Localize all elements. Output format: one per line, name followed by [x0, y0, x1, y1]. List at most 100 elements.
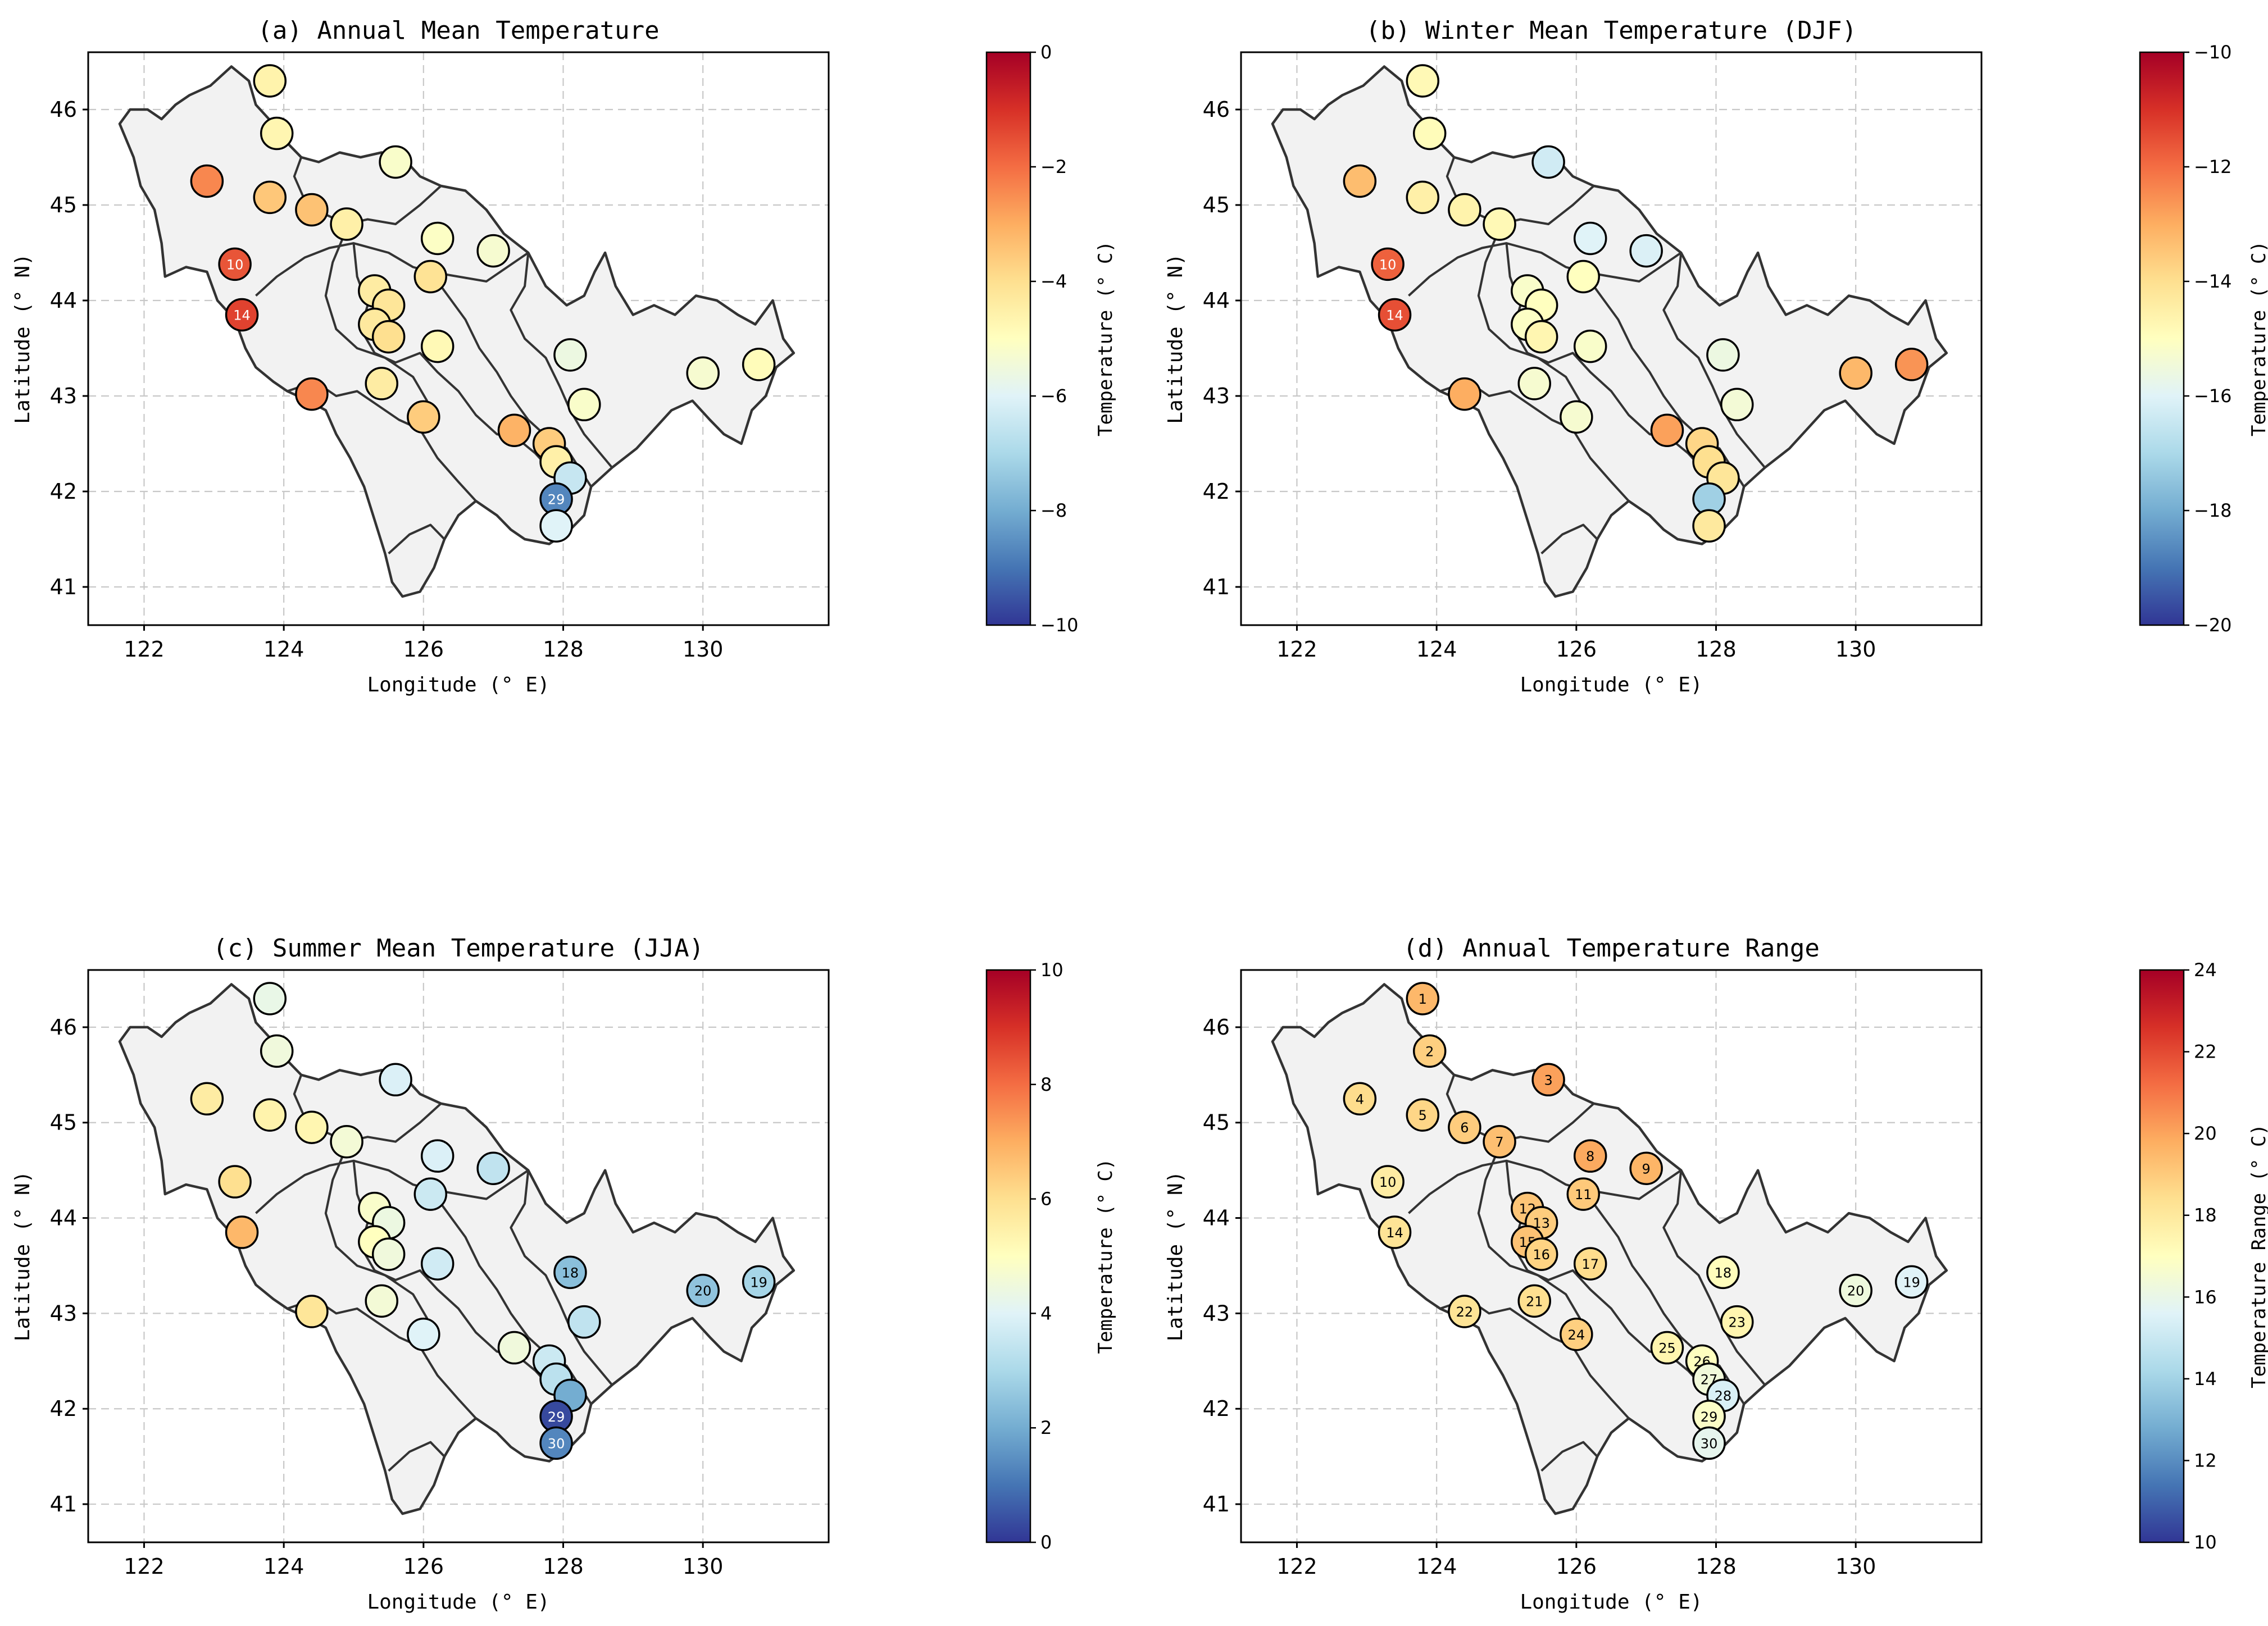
station-marker-1[interactable] [1406, 982, 1440, 1015]
station-marker-3[interactable] [1531, 1063, 1565, 1097]
station-marker-21[interactable] [365, 367, 398, 400]
station-marker-14[interactable] [225, 1215, 259, 1249]
station-marker-23[interactable] [567, 1305, 601, 1339]
station-marker-10[interactable] [218, 1165, 252, 1199]
province-outline [1271, 65, 1948, 598]
station-marker-8[interactable] [1573, 221, 1607, 256]
station-marker-11[interactable] [1566, 1177, 1601, 1211]
station-marker-2[interactable] [1412, 1034, 1447, 1068]
station-marker-2[interactable] [260, 1034, 294, 1068]
station-marker-20[interactable] [1839, 1273, 1872, 1308]
station-marker-4[interactable] [1343, 1082, 1377, 1116]
station-marker-19[interactable] [742, 1265, 776, 1299]
station-marker-11[interactable] [1566, 259, 1601, 294]
y-tick-label: 41 [50, 575, 77, 599]
station-marker-18[interactable] [1706, 1255, 1740, 1290]
station-marker-23[interactable] [1720, 388, 1754, 422]
station-marker-8[interactable] [1573, 1139, 1607, 1173]
station-marker-11[interactable] [413, 259, 448, 294]
station-marker-5[interactable] [1406, 180, 1440, 215]
station-marker-10[interactable] [218, 247, 252, 281]
station-marker-1[interactable] [253, 982, 287, 1015]
station-marker-24[interactable] [407, 1318, 440, 1351]
station-marker-25[interactable] [497, 1331, 531, 1365]
station-marker-21[interactable] [1517, 367, 1551, 400]
station-marker-5[interactable] [253, 180, 287, 215]
station-marker-9[interactable] [476, 234, 510, 268]
station-marker-5[interactable] [1406, 1098, 1440, 1132]
station-marker-25[interactable] [1650, 413, 1684, 447]
station-marker-4[interactable] [190, 1082, 224, 1116]
station-marker-25[interactable] [497, 413, 531, 447]
station-marker-2[interactable] [1412, 116, 1447, 151]
station-marker-1[interactable] [1406, 64, 1440, 98]
station-marker-20[interactable] [1839, 356, 1872, 390]
station-marker-19[interactable] [1894, 348, 1929, 381]
station-marker-24[interactable] [1560, 400, 1593, 434]
station-marker-30[interactable] [539, 1426, 573, 1460]
station-marker-7[interactable] [1483, 207, 1516, 241]
station-marker-3[interactable] [379, 1063, 412, 1097]
station-marker-22[interactable] [1448, 1295, 1481, 1328]
prefecture-border [1662, 252, 1766, 468]
station-marker-30[interactable] [1692, 509, 1726, 543]
station-marker-11[interactable] [413, 1177, 448, 1211]
station-marker-3[interactable] [1531, 145, 1565, 179]
station-marker-14[interactable] [225, 298, 259, 332]
station-marker-18[interactable] [553, 1255, 587, 1290]
station-marker-30[interactable] [539, 509, 573, 543]
station-marker-16[interactable] [371, 320, 406, 354]
station-marker-23[interactable] [1720, 1305, 1754, 1339]
station-marker-23[interactable] [567, 388, 601, 422]
station-marker-8[interactable] [420, 1139, 454, 1173]
station-marker-7[interactable] [330, 207, 363, 241]
station-marker-14[interactable] [1378, 1215, 1412, 1249]
station-marker-17[interactable] [1573, 329, 1607, 363]
station-marker-17[interactable] [420, 1247, 454, 1281]
station-label: 5 [1419, 1108, 1427, 1123]
station-marker-6[interactable] [1448, 193, 1481, 227]
station-marker-6[interactable] [295, 193, 329, 227]
station-marker-8[interactable] [420, 221, 454, 256]
station-marker-7[interactable] [330, 1124, 363, 1159]
station-marker-24[interactable] [407, 400, 440, 434]
station-marker-21[interactable] [1517, 1284, 1551, 1318]
station-marker-21[interactable] [365, 1284, 398, 1318]
station-marker-16[interactable] [1524, 320, 1558, 354]
station-marker-18[interactable] [1706, 338, 1740, 372]
station-marker-19[interactable] [1894, 1265, 1929, 1299]
station-marker-16[interactable] [1524, 1237, 1558, 1271]
station-marker-20[interactable] [686, 356, 720, 390]
station-marker-6[interactable] [1448, 1110, 1481, 1144]
station-marker-25[interactable] [1650, 1331, 1684, 1365]
station-marker-1[interactable] [253, 64, 287, 98]
station-marker-9[interactable] [476, 1151, 510, 1186]
station-marker-9[interactable] [1629, 1151, 1663, 1186]
station-marker-24[interactable] [1560, 1318, 1593, 1351]
station-marker-19[interactable] [742, 348, 776, 381]
station-marker-14[interactable] [1378, 298, 1412, 332]
panel-title: (c) Summer Mean Temperature (JJA) [213, 934, 704, 963]
station-marker-17[interactable] [420, 329, 454, 363]
station-marker-9[interactable] [1629, 234, 1663, 268]
station-marker-30[interactable] [1692, 1426, 1726, 1460]
station-marker-16[interactable] [371, 1237, 406, 1271]
station-marker-5[interactable] [253, 1098, 287, 1132]
station-marker-7[interactable] [1483, 1124, 1516, 1159]
colorbar-tick-label: −20 [2194, 614, 2232, 636]
station-marker-10[interactable] [1371, 247, 1405, 281]
station-marker-2[interactable] [260, 116, 294, 151]
station-marker-22[interactable] [295, 377, 329, 411]
station-marker-4[interactable] [190, 164, 224, 198]
station-marker-4[interactable] [1343, 164, 1377, 198]
station-marker-17[interactable] [1573, 1247, 1607, 1281]
station-marker-22[interactable] [1448, 377, 1481, 411]
station-marker-6[interactable] [295, 1110, 329, 1144]
station-marker-18[interactable] [553, 338, 587, 372]
station-marker-20[interactable] [686, 1273, 720, 1308]
station-marker-10[interactable] [1371, 1165, 1405, 1199]
station-marker-3[interactable] [379, 145, 412, 179]
y-axis-label: Latitude (° N) [1164, 253, 1187, 423]
y-axis-label: Latitude (° N) [11, 1171, 34, 1341]
station-marker-22[interactable] [295, 1295, 329, 1328]
